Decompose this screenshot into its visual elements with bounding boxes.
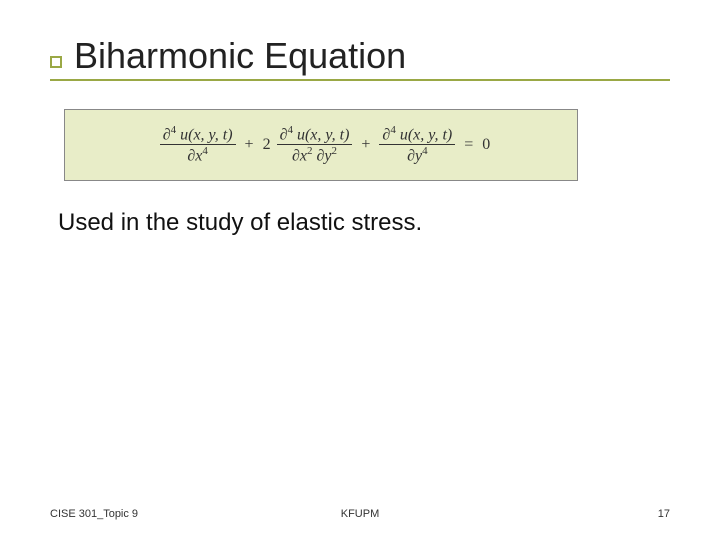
equation-term-3: ∂4 u(x, y, t) ∂y4: [379, 124, 455, 166]
plus-op: +: [358, 136, 373, 154]
equation-term-1: ∂4 u(x, y, t) ∂x4: [160, 124, 236, 166]
exponent: 4: [202, 145, 208, 157]
exponent: 4: [422, 145, 428, 157]
title-row: Biharmonic Equation: [50, 35, 670, 77]
plus-op: +: [242, 136, 257, 154]
denominator-var: ∂y: [407, 148, 422, 165]
footer-center: KFUPM: [341, 508, 380, 520]
slide-title: Biharmonic Equation: [74, 35, 406, 77]
function-u: u(x, y, t): [176, 126, 232, 143]
exponent: 2: [331, 145, 337, 157]
caption-text: Used in the study of elastic stress.: [58, 209, 670, 237]
equation-box: ∂4 u(x, y, t) ∂x4 + 2 ∂4 u(x, y, t) ∂x2 …: [64, 109, 578, 181]
partial-symbol: ∂: [163, 126, 171, 143]
equation-term-2: ∂4 u(x, y, t) ∂x2 ∂y2: [277, 124, 353, 166]
function-u: u(x, y, t): [396, 126, 452, 143]
rhs-zero: 0: [482, 136, 490, 154]
denominator-var: ∂y: [312, 148, 331, 165]
footer: CISE 301_Topic 9 KFUPM 17: [50, 508, 670, 520]
slide: Biharmonic Equation ∂4 u(x, y, t) ∂x4 + …: [0, 0, 720, 540]
equals-op: =: [461, 136, 476, 154]
denominator-var: ∂x: [292, 148, 307, 165]
footer-right: 17: [658, 508, 670, 520]
bullet-icon: [50, 56, 62, 68]
footer-left: CISE 301_Topic 9: [50, 508, 138, 520]
coefficient: 2: [263, 136, 271, 154]
denominator-var: ∂x: [187, 148, 202, 165]
biharmonic-equation: ∂4 u(x, y, t) ∂x4 + 2 ∂4 u(x, y, t) ∂x2 …: [160, 124, 491, 166]
title-underline: [50, 79, 670, 81]
function-u: u(x, y, t): [293, 126, 349, 143]
